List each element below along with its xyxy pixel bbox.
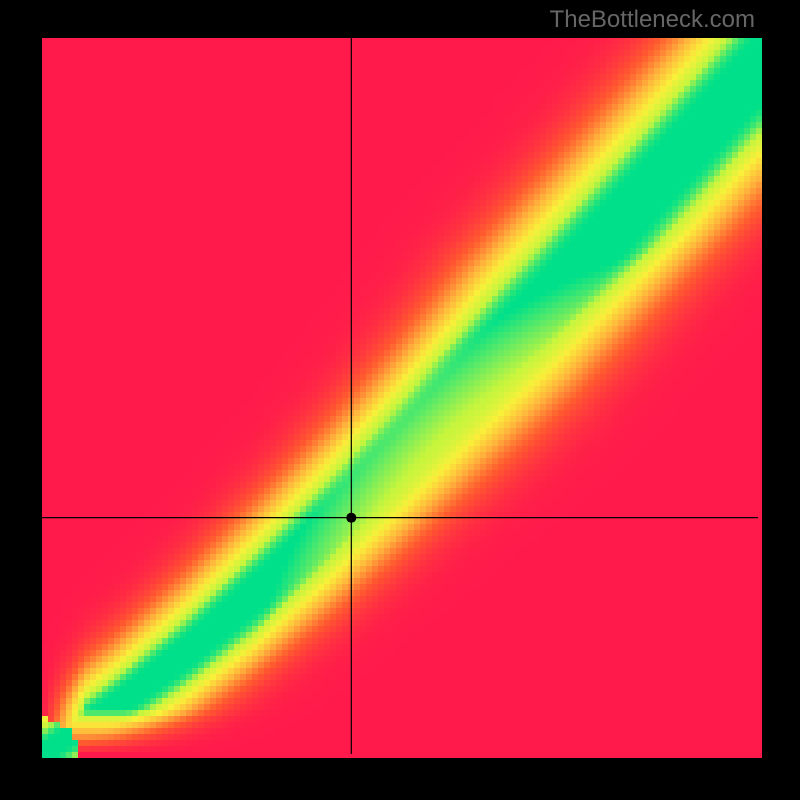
chart-container: { "watermark": { "text": "TheBottleneck.…	[0, 0, 800, 800]
bottleneck-heatmap	[0, 0, 800, 800]
watermark-text: TheBottleneck.com	[550, 6, 755, 34]
